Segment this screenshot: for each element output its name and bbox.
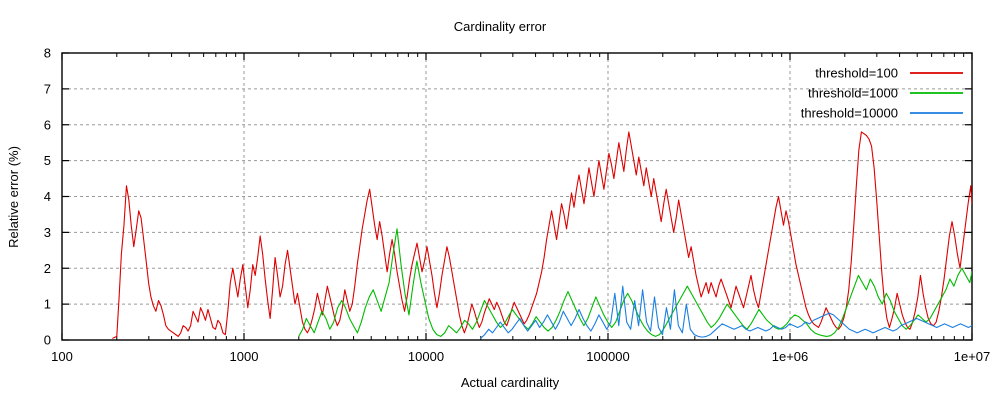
x-axis-tick-labels: 100 1000 10000 100000 1e+06 1e+07 <box>51 349 990 364</box>
y-axis-label: Relative error (%) <box>6 146 21 248</box>
x-tick-label: 100000 <box>586 349 629 364</box>
legend-label-2: threshold=1000 <box>808 86 898 101</box>
y-tick-label: 4 <box>44 189 51 204</box>
y-tick-label: 2 <box>44 261 51 276</box>
x-tick-label: 1e+06 <box>772 349 809 364</box>
gridlines <box>62 53 972 340</box>
y-tick-label: 3 <box>44 225 51 240</box>
series-line-3 <box>480 285 972 339</box>
y-tick-label: 5 <box>44 153 51 168</box>
y-tick-label: 0 <box>44 333 51 348</box>
x-tick-label: 10000 <box>408 349 444 364</box>
y-axis-tick-labels: 0 1 2 3 4 5 6 7 8 <box>44 46 51 348</box>
legend-label-1: threshold=100 <box>815 66 898 81</box>
y-tick-label: 7 <box>44 81 51 96</box>
x-tick-label: 100 <box>51 349 73 364</box>
y-tick-label: 6 <box>44 117 51 132</box>
legend-label-3: threshold=10000 <box>801 106 898 121</box>
x-axis-label: Actual cardinality <box>461 375 560 390</box>
series-line-1 <box>112 131 972 339</box>
legend: threshold=100 threshold=1000 threshold=100… <box>801 66 963 121</box>
x-tick-label: 1000 <box>230 349 259 364</box>
y-tick-label: 8 <box>44 46 51 61</box>
series-layer <box>112 131 972 339</box>
x-tick-label: 1e+07 <box>954 349 991 364</box>
chart-title: Cardinality error <box>454 19 547 34</box>
y-tick-label: 1 <box>44 297 51 312</box>
